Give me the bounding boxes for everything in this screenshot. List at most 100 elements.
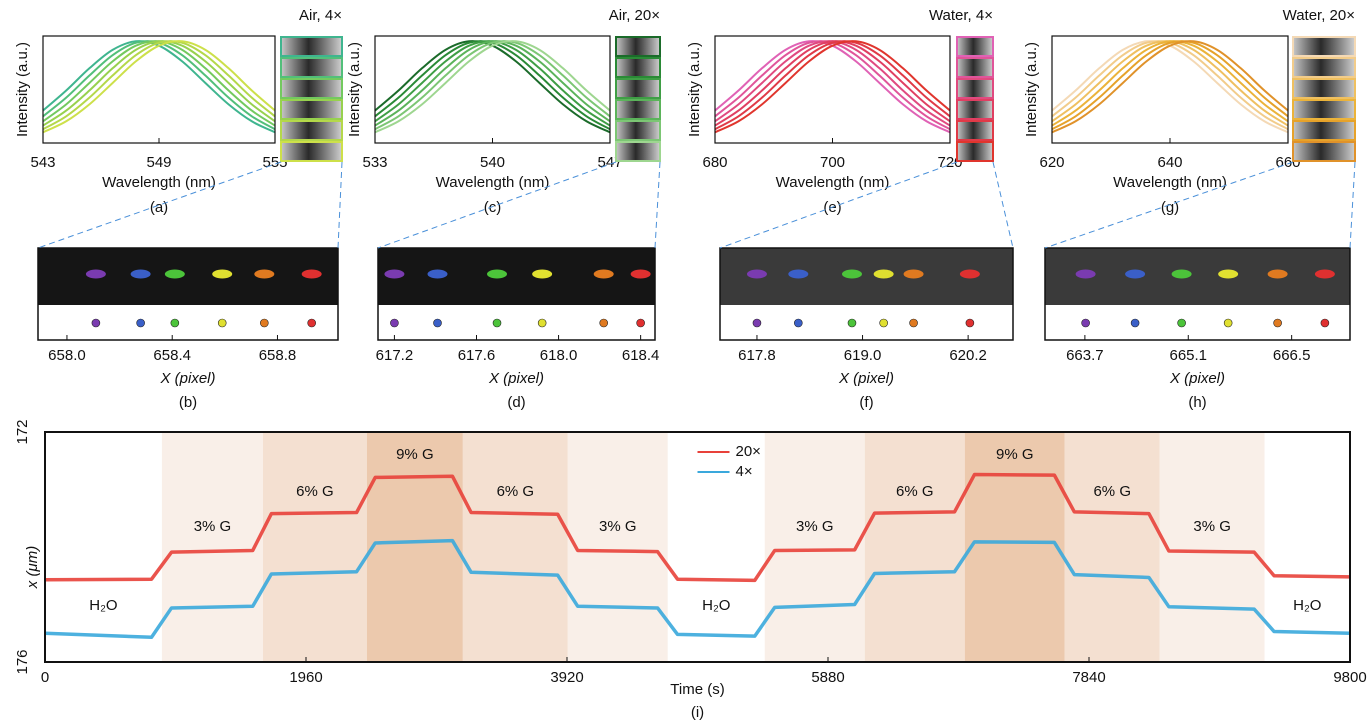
camera-frame xyxy=(280,78,343,99)
x-tick-label: 658.8 xyxy=(259,347,297,364)
x-tick-label: 617.6 xyxy=(458,347,496,364)
series-line xyxy=(44,472,1351,583)
camera-frame xyxy=(1292,57,1356,78)
position-dot xyxy=(847,318,857,328)
image-spot xyxy=(746,269,767,279)
region-label: 6% G xyxy=(497,483,535,500)
position-dot xyxy=(91,318,101,328)
series-line xyxy=(374,40,611,131)
x-tick-label: 617.8 xyxy=(738,347,776,364)
camera-frame xyxy=(1292,120,1356,141)
x-tick-label: 658.4 xyxy=(153,347,191,364)
x-tick-label: 540 xyxy=(480,154,505,171)
x-tick-label: 618.0 xyxy=(540,347,578,364)
image-spot xyxy=(532,269,553,279)
x-axis-label: X (pixel) xyxy=(488,370,544,387)
x-tick-label: 620.2 xyxy=(949,347,987,364)
panel-label: (b) xyxy=(179,394,197,411)
region-label: 3% G xyxy=(599,518,637,535)
image-spot xyxy=(130,269,151,279)
panel-title: Air, 4× xyxy=(299,7,342,24)
x-tick-label: 666.5 xyxy=(1273,347,1311,364)
series-line xyxy=(44,538,1351,640)
series-line xyxy=(374,40,611,127)
zoom-guide xyxy=(1044,161,1294,249)
plot-frame xyxy=(1051,35,1289,144)
x-tick-label: 549 xyxy=(146,154,171,171)
camera-frame xyxy=(615,36,661,57)
image-spot xyxy=(487,269,508,279)
camera-frame xyxy=(615,78,661,99)
region xyxy=(1159,432,1265,662)
position-dot xyxy=(1223,318,1233,328)
legend-label: 4× xyxy=(736,463,753,480)
image-spot xyxy=(841,269,862,279)
region-label: H₂O xyxy=(89,597,117,614)
position-dot xyxy=(909,318,918,328)
image-spot xyxy=(1171,269,1192,279)
x-axis-label: Wavelength (nm) xyxy=(436,174,550,191)
strip-frame xyxy=(719,247,1014,341)
x-axis-label: Wavelength (nm) xyxy=(1113,174,1227,191)
camera-frame xyxy=(956,99,994,120)
region-label: 3% G xyxy=(796,518,834,535)
image-spot xyxy=(301,269,322,279)
x-tick-label: 1960 xyxy=(289,669,322,686)
series-line xyxy=(1051,40,1289,127)
region-label: 6% G xyxy=(896,483,934,500)
position-dot xyxy=(537,318,547,328)
position-dot xyxy=(136,318,145,328)
x-tick-label: 9800 xyxy=(1333,669,1366,686)
series-line xyxy=(374,40,611,134)
series-line xyxy=(42,40,276,131)
image-spot xyxy=(873,269,894,279)
x-tick-label: 3920 xyxy=(550,669,583,686)
position-dot xyxy=(390,318,399,328)
position-dot xyxy=(260,318,269,328)
camera-frame xyxy=(1292,141,1356,162)
region xyxy=(462,432,568,662)
plot-frame xyxy=(42,35,276,144)
zoom-guide xyxy=(1349,161,1356,249)
plot-frame xyxy=(44,431,1351,663)
image-spot xyxy=(1075,269,1096,279)
image-spot xyxy=(593,269,614,279)
region-label: H₂O xyxy=(1293,597,1321,614)
series-line xyxy=(1051,40,1289,134)
position-dot xyxy=(307,318,316,328)
x-tick-label: 543 xyxy=(30,154,55,171)
region xyxy=(567,432,668,662)
position-dot xyxy=(433,318,442,328)
panel-label: (i) xyxy=(691,704,704,721)
x-tick-label: 619.0 xyxy=(844,347,882,364)
position-dot xyxy=(1130,318,1140,328)
region-label: 6% G xyxy=(296,483,334,500)
series-line xyxy=(1051,40,1289,131)
position-dot xyxy=(1081,318,1090,328)
x-tick-label: 618.4 xyxy=(622,347,660,364)
region-label: 9% G xyxy=(996,446,1034,463)
x-tick-label: 680 xyxy=(702,154,727,171)
region-label: 3% G xyxy=(1193,518,1231,535)
position-dot xyxy=(170,318,180,328)
image-spot xyxy=(212,269,233,279)
position-dot xyxy=(1320,318,1330,328)
image-spot xyxy=(788,269,809,279)
camera-frame xyxy=(280,57,343,78)
image-spot xyxy=(903,269,924,279)
region xyxy=(161,432,263,662)
panel-title: Water, 4× xyxy=(929,7,993,24)
x-axis-label: X (pixel) xyxy=(159,370,215,387)
image-spot xyxy=(1125,269,1146,279)
x-axis-label: Wavelength (nm) xyxy=(776,174,890,191)
camera-frame xyxy=(956,36,994,57)
image-spot xyxy=(85,269,106,279)
zoom-guide xyxy=(654,161,661,249)
x-tick-label: 700 xyxy=(820,154,845,171)
region xyxy=(964,432,1065,662)
zoom-guide xyxy=(992,161,1014,249)
panel-label: (h) xyxy=(1188,394,1206,411)
image-area xyxy=(38,248,338,305)
x-tick-label: 533 xyxy=(362,154,387,171)
